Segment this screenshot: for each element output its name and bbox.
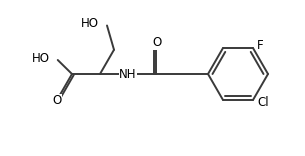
Text: O: O [52, 94, 62, 107]
Text: Cl: Cl [257, 96, 269, 110]
Text: F: F [257, 39, 264, 51]
Text: HO: HO [81, 17, 99, 30]
Text: NH: NH [119, 68, 137, 80]
Text: O: O [152, 37, 162, 49]
Text: HO: HO [32, 53, 50, 66]
